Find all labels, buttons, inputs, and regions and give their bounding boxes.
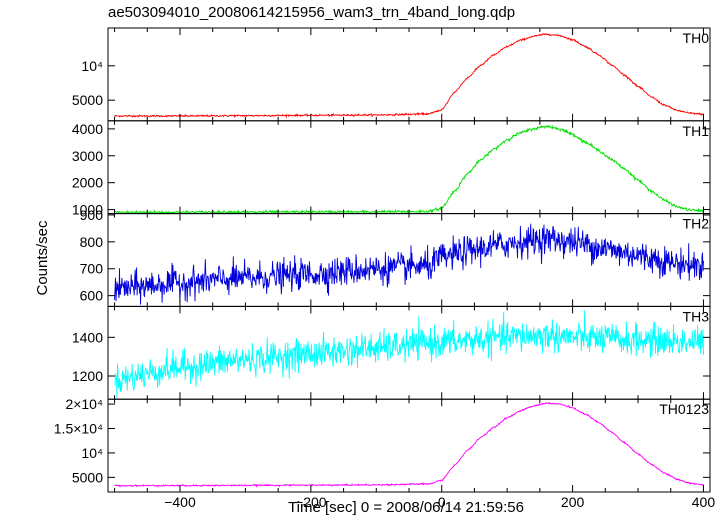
y-tick-label: 800 <box>80 234 104 250</box>
y-tick-label: 3000 <box>72 148 103 164</box>
panel-label: TH0123 <box>659 401 709 417</box>
x-tick-label: −400 <box>164 494 196 510</box>
series-line-th2 <box>114 223 704 305</box>
y-tick-label: 2000 <box>72 175 103 191</box>
panel-label: TH2 <box>683 216 710 232</box>
y-tick-label: 1.5×10⁴ <box>54 421 103 437</box>
x-tick-label: 400 <box>692 494 716 510</box>
panel-label: TH1 <box>683 123 710 139</box>
x-tick-label: 0 <box>438 494 446 510</box>
y-tick-label: 4000 <box>72 121 103 137</box>
y-tick-label: 700 <box>80 261 104 277</box>
panel-th3: 1200 1400 TH3 <box>72 305 711 400</box>
panel-th2: 600 700 800 900 TH2 <box>80 207 711 307</box>
y-tick-label: 10⁴ <box>81 445 103 461</box>
chart-title: ae503094010_20080614215956_wam3_trn_4ban… <box>108 4 515 21</box>
y-tick-label: 1000 <box>72 202 103 218</box>
panel-frame <box>107 398 711 493</box>
x-axis-label: Time [sec] 0 = 2008/06/14 21:59:56 <box>288 499 524 516</box>
series-line-th3 <box>114 309 704 399</box>
y-tick-label: 2×10⁴ <box>65 396 103 412</box>
y-tick-label: 10⁴ <box>81 58 103 74</box>
panel-label: TH0 <box>683 30 710 46</box>
y-tick-label: 5000 <box>72 92 103 108</box>
series-line-th0123 <box>114 401 704 488</box>
y-tick-label: 900 <box>80 207 104 223</box>
y-tick-label: 1200 <box>72 368 103 384</box>
series-line-th1 <box>114 124 704 215</box>
series-line-th0 <box>114 32 704 119</box>
x-tick-label: 200 <box>561 494 585 510</box>
panel-frame <box>107 120 711 215</box>
y-tick-label: 5000 <box>72 469 103 485</box>
y-tick-label: 1400 <box>72 329 103 345</box>
panel-label: TH3 <box>683 308 710 324</box>
panel-th0123: 5000 10⁴ 1.5×10⁴ 2×10⁴ TH0123 <box>54 396 711 493</box>
panel-th0: 5000 10⁴ TH0 <box>72 27 711 122</box>
y-axis-label: Counts/sec <box>34 220 51 296</box>
y-tick-label: 600 <box>80 288 104 304</box>
x-tick-label: −200 <box>295 494 327 510</box>
panel-th1: 1000 2000 3000 4000 TH1 <box>72 120 711 218</box>
panel-frame <box>107 27 711 122</box>
